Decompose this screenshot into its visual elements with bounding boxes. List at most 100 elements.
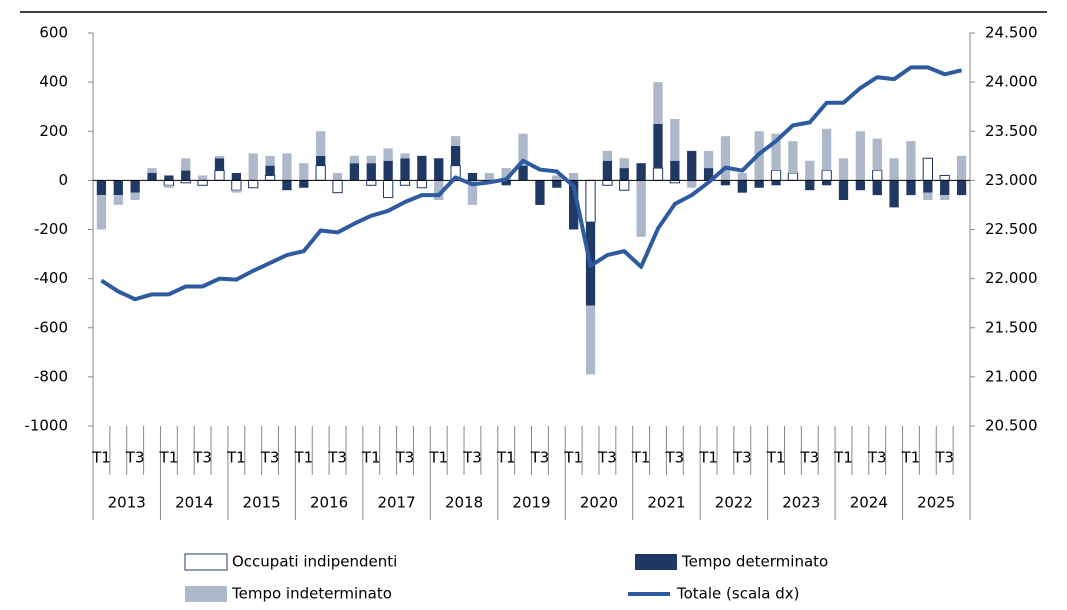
bar [147,173,157,181]
bar [687,150,697,181]
x-tick-label: T3 [462,449,482,467]
bar [113,195,123,205]
bar [585,305,596,375]
bar [383,160,393,181]
bar [872,170,883,181]
bar [366,163,376,181]
bar [484,173,494,181]
y2-tick-label: 21.000 [985,367,1038,385]
y-tick-label: 600 [39,24,68,42]
legend-label: Occupati indipendenti [232,553,397,571]
year-label: 2021 [647,494,685,512]
bar [299,180,309,188]
x-tick-label: T3 [867,449,887,467]
x-tick-label: T3 [192,449,212,467]
x-tick-label: T1 [698,449,718,467]
y2-tick-label: 23.000 [985,171,1038,189]
bar [366,179,377,186]
bar [636,180,646,237]
bar [872,138,882,171]
bar [231,179,242,191]
x-tick-label: T3 [395,449,415,467]
bar [956,155,967,181]
bar [164,185,174,188]
bar [552,180,562,188]
bar [720,180,731,186]
x-tick-label: T3 [799,449,819,467]
bar [805,180,815,191]
bar [619,158,629,169]
x-tick-label: T1 [563,449,583,467]
bar [332,179,343,194]
bar [822,128,832,171]
bar [231,190,241,193]
year-label: 2018 [445,494,483,512]
bar [197,175,208,181]
y2-tick-label: 24.000 [985,73,1038,91]
bar [653,123,663,169]
bar [889,158,899,181]
legend-label: Tempo determinato [681,553,828,571]
x-tick-label: T1 [226,449,246,467]
legend-label: Totale (scala dx) [676,585,800,603]
y-tick-label: 200 [39,122,68,140]
bar [939,174,950,181]
bar [670,160,680,181]
bar [96,180,107,196]
x-tick-label: T1 [159,449,179,467]
legend-swatch [184,553,228,571]
bar [770,170,782,181]
bar [771,133,781,171]
bar [450,136,461,146]
bar [400,158,410,181]
bar [282,180,292,191]
total-line [100,65,963,302]
bar [670,118,680,161]
bar [569,180,579,230]
bar [619,179,630,191]
bar [113,180,123,196]
bar [838,180,849,201]
x-tick-label: T1 [833,449,853,467]
bar [737,173,747,181]
bar [619,168,629,181]
bar [703,168,714,181]
bar [147,168,157,174]
bar [652,167,664,181]
bar [906,180,916,196]
x-tick-label: T3 [597,449,617,467]
bar [855,180,866,191]
x-tick-label: T3 [327,449,347,467]
bar [214,155,225,159]
bar [231,173,241,181]
year-label: 2024 [850,494,888,512]
bar [923,180,933,193]
bar [399,179,411,186]
bar [518,133,528,166]
bar [552,175,562,181]
y2-tick-label: 24.500 [985,24,1038,42]
year-label: 2016 [310,494,348,512]
bar [282,153,292,181]
bar [383,179,394,199]
bar [181,170,191,181]
bar [265,155,275,166]
bar [687,180,697,188]
bar [434,158,444,181]
bar [316,155,326,166]
bar [214,158,225,171]
bar [602,179,613,186]
year-label: 2013 [108,494,146,512]
bar [264,174,276,181]
bar [518,165,528,181]
bar [754,180,764,188]
year-label: 2014 [175,494,213,512]
x-tick-label: T3 [934,449,954,467]
bar [703,150,714,169]
bar [383,148,393,161]
bar [771,180,781,186]
bar [653,82,663,124]
year-label: 2017 [377,494,415,512]
bar [349,163,360,181]
bar [349,155,360,164]
